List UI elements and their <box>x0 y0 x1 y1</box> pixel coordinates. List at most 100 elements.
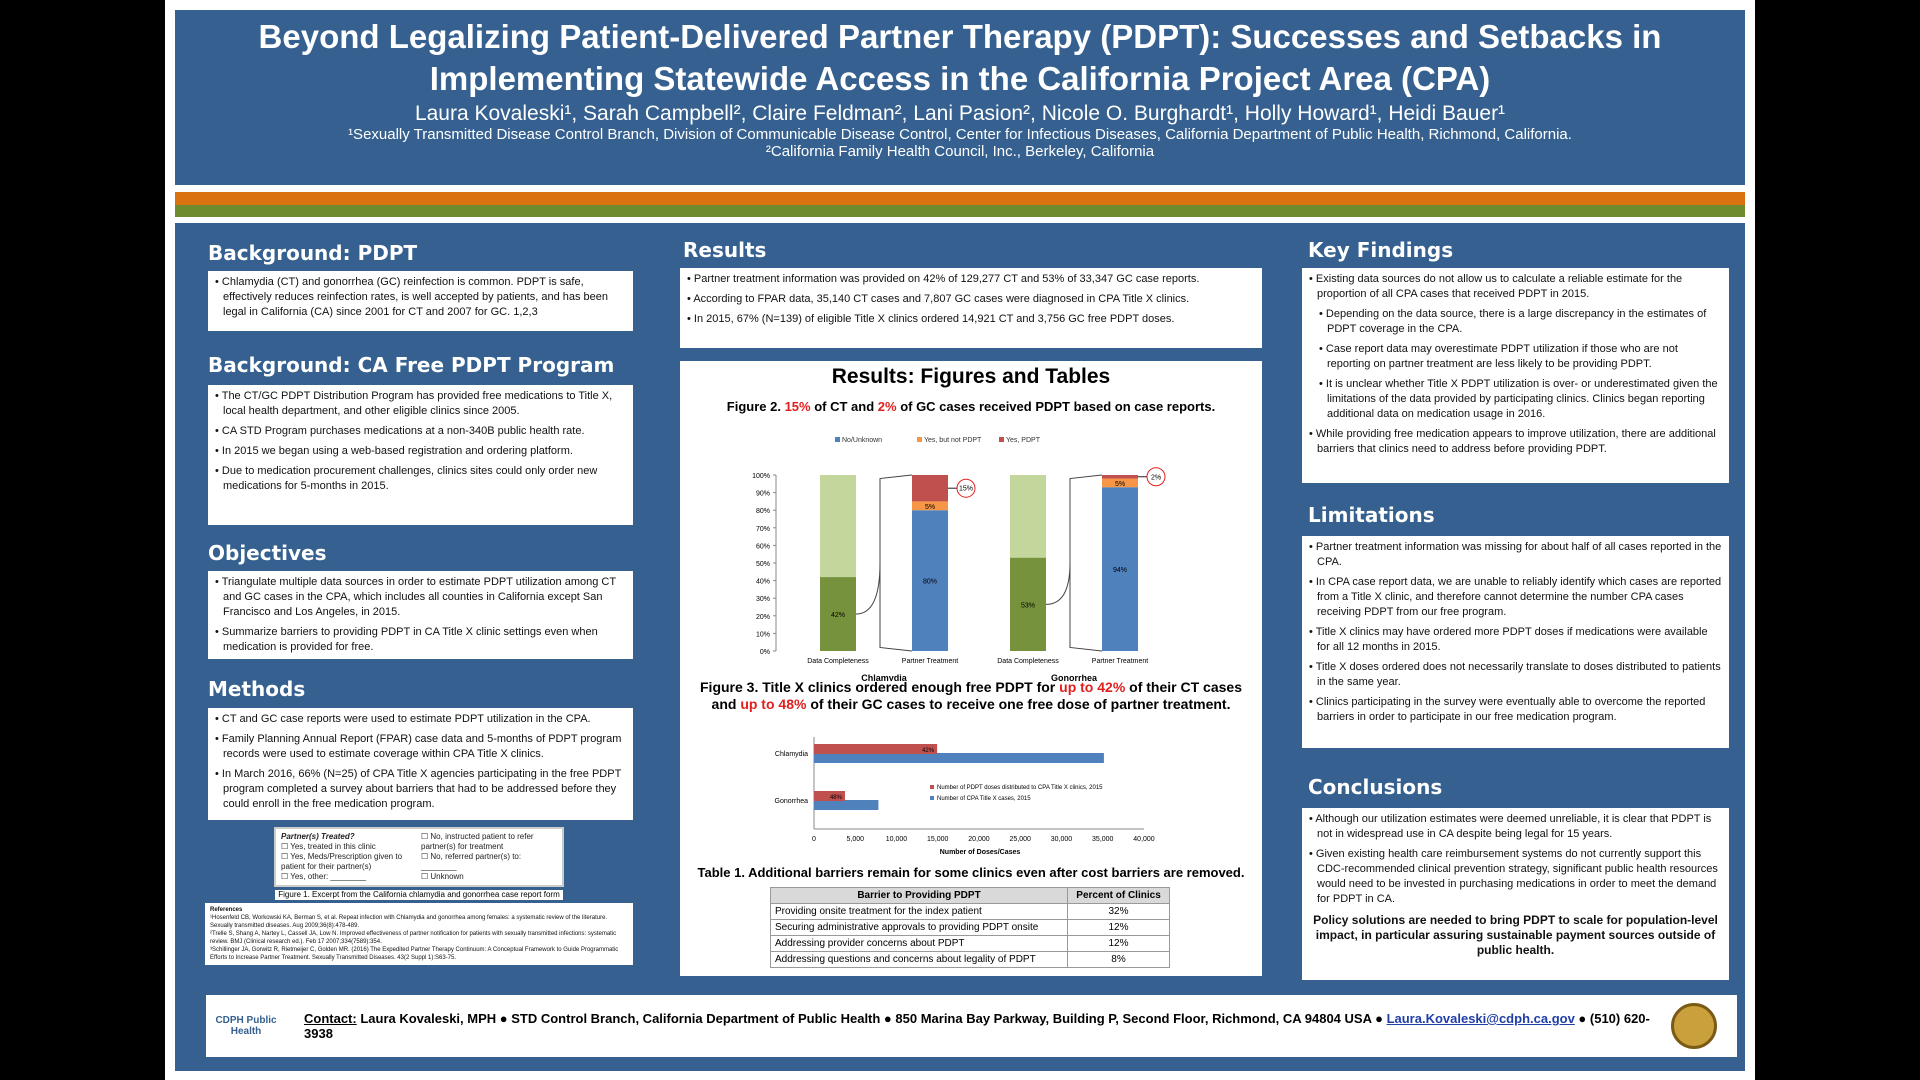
bullet-item: Given existing health care reimbursement… <box>1308 847 1723 907</box>
table-cell: Addressing provider concerns about PDPT <box>769 935 1069 952</box>
reference: ³Schillinger JA, Gorwitz R, Rietmeijer C… <box>210 947 619 961</box>
table-cell: Providing onsite treatment for the index… <box>769 903 1069 920</box>
contact-phone: ● (510) 620-3938 <box>304 1011 1650 1041</box>
legend-label: Number of PDPT doses distributed to CPA … <box>937 785 1103 791</box>
key-findings-box: Existing data sources do not allow us to… <box>1302 268 1729 483</box>
table-row: Securing administrative approvals to pro… <box>769 919 1170 936</box>
green-stripe <box>175 205 1745 217</box>
x-tick-label: 20,000 <box>968 836 990 843</box>
data-label: 5% <box>1115 481 1125 488</box>
bullet-item: Case report data may overestimate PDPT u… <box>1318 342 1723 372</box>
data-label: 48% <box>830 795 843 801</box>
bullet-item: In 2015 we began using a web-based regis… <box>214 444 627 459</box>
barriers-table: Barrier to Providing PDPT Percent of Clin… <box>769 887 1170 968</box>
program-heading: Background: CA Free PDPT Program <box>208 353 615 377</box>
highlight-circle <box>956 478 976 498</box>
bar-complete <box>820 577 856 651</box>
contact-footer: CDPH Public Health Contact: Laura Kovale… <box>206 995 1737 1057</box>
bullet-item: Chlamydia (CT) and gonorrhea (GC) reinfe… <box>214 275 627 320</box>
table-header-row: Barrier to Providing PDPT Percent of Clin… <box>769 887 1170 904</box>
policy-statement: Policy solutions are needed to bring PDP… <box>1313 913 1718 957</box>
program-box: The CT/GC PDPT Distribution Program has … <box>208 385 633 525</box>
background-box: Chlamydia (CT) and gonorrhea (GC) reinfe… <box>208 271 633 331</box>
category-label: Gonorrhea <box>775 798 809 805</box>
y-tick-label: 20% <box>756 614 770 621</box>
bullet-item: Due to medication procurement challenges… <box>214 464 627 494</box>
form-option-label: Yes, other: ________ <box>290 872 367 881</box>
data-label: 42% <box>831 612 845 619</box>
bullet-item: Clinics participating in the survey were… <box>1308 695 1723 725</box>
y-tick-label: 100% <box>752 473 770 480</box>
form-option-label: No, referred partner(s) to: ________ <box>421 852 522 871</box>
poster: Beyond Legalizing Patient-Delivered Part… <box>165 0 1755 1080</box>
table-header: Percent of Clinics <box>1067 887 1170 904</box>
bullet-item: Title X clinics may have ordered more PD… <box>1308 625 1723 655</box>
figure1-and-references: Partner(s) Treated? ☐ Yes, treated in th… <box>205 827 633 965</box>
orange-stripe <box>175 192 1745 205</box>
bullet-item: Depending on the data source, there is a… <box>1318 307 1723 337</box>
table-cell: 12% <box>1067 919 1170 936</box>
x-tick-label: 10,000 <box>886 836 908 843</box>
table-cell: 32% <box>1067 903 1170 920</box>
form-option-label: Unknown <box>430 872 464 881</box>
bullet-item: The CT/GC PDPT Distribution Program has … <box>214 389 627 419</box>
bar-doses <box>814 791 845 801</box>
bullet-item: In March 2016, 66% (N=25) of CPA Title X… <box>214 767 627 812</box>
affiliation-1: ¹Sexually Transmitted Disease Control Br… <box>348 126 1572 143</box>
bullet-item: Title X doses ordered does not necessari… <box>1308 660 1723 690</box>
group-label: Gonorrhea <box>1051 673 1098 681</box>
bar-segment <box>912 501 948 511</box>
table-cell: Securing administrative approvals to pro… <box>769 919 1069 936</box>
key-findings-heading: Key Findings <box>1308 238 1454 262</box>
methods-heading: Methods <box>208 677 306 701</box>
bracket <box>1045 474 1103 652</box>
background-heading: Background: PDPT <box>208 241 418 265</box>
contact-label: Contact: <box>304 1011 357 1026</box>
bar-segment <box>912 475 948 502</box>
contact-email-link[interactable]: Laura.Kovaleski@cdph.ca.gov <box>1386 1011 1575 1026</box>
state-seal-icon <box>1671 1003 1717 1049</box>
y-tick-label: 70% <box>756 526 770 533</box>
x-tick-label: 15,000 <box>927 836 949 843</box>
x-axis-label: Number of Doses/Cases <box>940 849 1021 856</box>
legend-label: Yes, PDPT <box>1006 437 1041 444</box>
bullet-item: In 2015, 67% (N=139) of eligible Title X… <box>686 312 1256 327</box>
y-tick-label: 80% <box>756 508 770 515</box>
results-box: Partner treatment information was provid… <box>680 268 1262 348</box>
table1-title: Table 1. Additional barriers remain for … <box>697 865 1245 880</box>
y-tick-label: 40% <box>756 579 770 586</box>
legend-swatch <box>835 437 840 442</box>
figure3-title: Figure 3. Title X clinics ordered enough… <box>700 679 1242 712</box>
poster-body: Background: PDPT Chlamydia (CT) and gono… <box>175 223 1745 1071</box>
case-report-form-excerpt: Partner(s) Treated? ☐ Yes, treated in th… <box>274 827 564 887</box>
x-tick-label: 5,000 <box>846 836 864 843</box>
bullet-item: CA STD Program purchases medications at … <box>214 424 627 439</box>
limitations-heading: Limitations <box>1308 503 1435 527</box>
bar-complete <box>1010 557 1046 651</box>
objectives-heading: Objectives <box>208 541 327 565</box>
reference: ²Trelle S, Shang A, Nartey L, Cassell JA… <box>210 931 617 945</box>
table-header: Barrier to Providing PDPT <box>769 887 1069 904</box>
highlight-circle <box>1146 467 1166 487</box>
affiliation-2: ²California Family Health Council, Inc.,… <box>765 143 1155 160</box>
bullet-item: Triangulate multiple data sources in ord… <box>214 575 627 620</box>
bullet-item: It is unclear whether Title X PDPT utili… <box>1318 377 1723 422</box>
form-option: ☐ Yes, other: ________ <box>281 872 367 881</box>
cdph-logo: CDPH Public Health <box>215 1015 277 1037</box>
conclusions-box: Although our utilization estimates were … <box>1302 808 1729 980</box>
bullet-item: According to FPAR data, 35,140 CT cases … <box>686 292 1256 307</box>
x-tick-label: Data Completeness <box>997 658 1059 665</box>
legend-swatch <box>930 785 934 789</box>
bullet-item: Summarize barriers to providing PDPT in … <box>214 625 627 655</box>
bullet-item: Partner treatment information was provid… <box>686 272 1256 287</box>
bullet-item: Existing data sources do not allow us to… <box>1308 272 1723 302</box>
poster-title: Beyond Legalizing Patient-Delivered Part… <box>258 18 1662 97</box>
form-option-label: Yes, treated in this clinic <box>290 842 376 851</box>
bullet-item: CT and GC case reports were used to esti… <box>214 712 627 727</box>
form-option-label: No, instructed patient to refer partner(… <box>421 832 534 851</box>
form-left: Partner(s) Treated? ☐ Yes, treated in th… <box>281 832 417 882</box>
y-tick-label: 10% <box>756 631 770 638</box>
x-tick-label: 30,000 <box>1051 836 1073 843</box>
references-heading: References <box>210 907 243 913</box>
form-option: ☐ Yes, Meds/Prescription given to patien… <box>281 852 403 871</box>
